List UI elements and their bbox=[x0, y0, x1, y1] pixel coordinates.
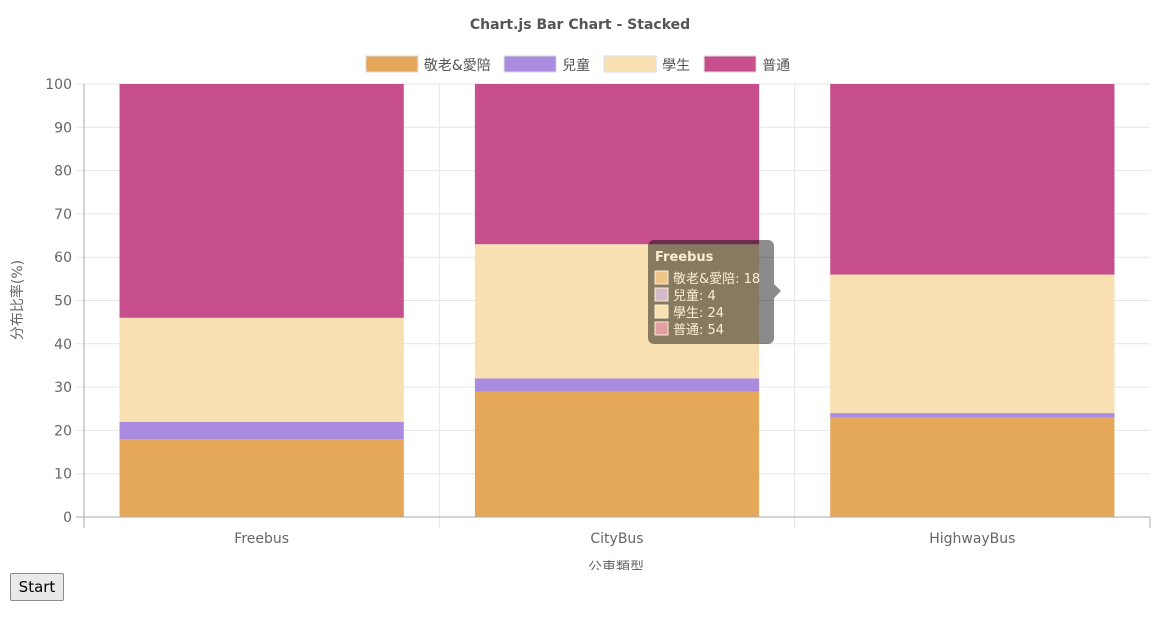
y-tick-label: 70 bbox=[54, 207, 72, 223]
y-axis-label: 分布比率(%) bbox=[9, 260, 26, 340]
bar-segment bbox=[474, 244, 760, 379]
y-tick-label: 0 bbox=[63, 510, 72, 526]
bar-segment bbox=[474, 84, 760, 245]
x-tick-label: CityBus bbox=[590, 531, 643, 547]
tooltip-background bbox=[648, 240, 774, 344]
y-tick-label: 40 bbox=[54, 337, 72, 353]
tooltip-swatch bbox=[654, 270, 669, 285]
legend-swatch bbox=[703, 55, 757, 73]
chart-title: Chart.js Bar Chart - Stacked bbox=[470, 17, 690, 33]
legend[interactable]: 敬老&愛陪 兒童 學生 普通 bbox=[365, 55, 790, 74]
tooltip-line: 普通: 54 bbox=[673, 323, 724, 338]
tooltip-swatch bbox=[654, 304, 669, 319]
y-tick-label: 60 bbox=[54, 250, 72, 266]
bar-segment bbox=[830, 417, 1115, 517]
y-tick-label: 80 bbox=[54, 164, 72, 180]
y-tick-label: 20 bbox=[54, 423, 72, 439]
y-tick-label: 30 bbox=[54, 380, 72, 396]
bar-segment bbox=[474, 391, 760, 517]
bar-segment bbox=[830, 84, 1115, 275]
y-tick-label: 50 bbox=[54, 294, 72, 310]
y-tick-label: 100 bbox=[45, 77, 72, 93]
axes: 0 10 20 30 40 50 60 70 80 90 100 Freebus CityBus High… bbox=[45, 77, 1151, 547]
x-axis-label: 公車類型 bbox=[588, 559, 644, 570]
legend-label: 普通 bbox=[762, 58, 790, 74]
legend-swatch bbox=[503, 55, 557, 73]
x-tick-label: Freebus bbox=[234, 531, 289, 547]
tooltip-swatch bbox=[654, 287, 669, 302]
tooltip-line: 兒童: 4 bbox=[673, 288, 716, 304]
bar-segment bbox=[830, 413, 1115, 418]
legend-swatch bbox=[365, 55, 419, 73]
tooltip-line: 學生: 24 bbox=[673, 306, 724, 321]
y-tick-label: 10 bbox=[54, 467, 72, 483]
legend-label: 兒童 bbox=[562, 57, 590, 74]
x-tick-label: HighwayBus bbox=[929, 531, 1015, 547]
bar-segment bbox=[119, 84, 404, 318]
bar-segment bbox=[119, 439, 404, 517]
bar-segment bbox=[119, 317, 404, 422]
legend-label: 敬老&愛陪 bbox=[424, 58, 491, 74]
tooltip-line: 敬老&愛陪: 18 bbox=[673, 271, 760, 287]
start-button[interactable]: Start bbox=[10, 573, 64, 601]
tooltip-title: Freebus bbox=[655, 250, 714, 265]
tooltip-caret bbox=[774, 284, 781, 298]
bar-segment bbox=[830, 274, 1115, 414]
tooltip-swatch bbox=[654, 321, 669, 336]
bar-segment bbox=[119, 421, 404, 440]
legend-label: 學生 bbox=[662, 58, 690, 74]
legend-swatch bbox=[603, 55, 657, 73]
bars bbox=[119, 84, 1115, 517]
stacked-bar-chart: Chart.js Bar Chart - Stacked 敬老&愛陪 兒童 學生 普通… bbox=[9, 17, 1151, 570]
bar-segment bbox=[474, 378, 760, 392]
y-tick-label: 90 bbox=[54, 120, 72, 136]
